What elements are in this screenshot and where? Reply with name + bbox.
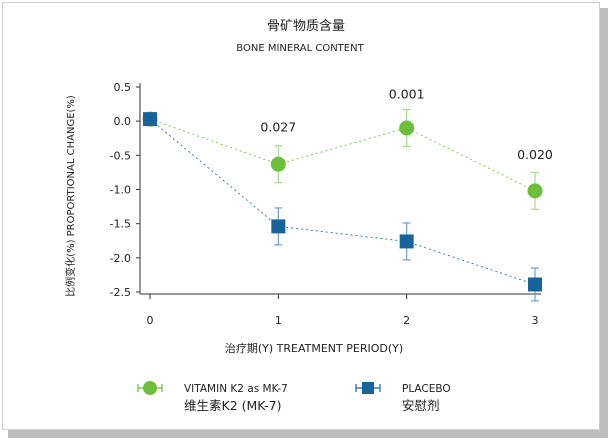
p-value-label: 0.001 [389, 87, 425, 102]
plot-area: 0.5 0.0 -0.5 -1.0 -1.5 -2.0 -2.5 0 1 2 3 0.027 0.001… [110, 81, 553, 327]
placebo-point [399, 234, 414, 249]
y-tick-label: 0.5 [114, 81, 132, 94]
x-tick-label: 1 [275, 314, 282, 327]
y-tick-label: 0.0 [114, 115, 132, 128]
legend: VITAMIN K2 as MK-7 维生素K2 (MK-7) PLACEBO 安慰剂 [137, 381, 451, 413]
vitamin-k2-point [270, 156, 286, 172]
y-axis-label: 比例变化(%) PROPORTIONAL CHANGE(%) [64, 95, 77, 297]
placebo-point [528, 277, 542, 292]
legend-placebo-label: PLACEBO [402, 383, 451, 395]
legend-vitamin-k2-label-cn: 维生素K2 (MK-7) [184, 398, 282, 413]
chart-subtitle: BONE MINERAL CONTENT [236, 43, 364, 54]
y-tick-label: -2.5 [110, 286, 131, 299]
placebo-point [143, 112, 157, 127]
placebo-series-line [149, 118, 536, 285]
chart-title: 骨矿物质含量 [267, 18, 345, 34]
x-tick-label: 2 [403, 314, 410, 327]
y-tick-label: -1.5 [110, 218, 131, 231]
p-value-label: 0.020 [517, 147, 553, 162]
y-tick-label: -1.0 [110, 184, 131, 197]
y-tick-label: -0.5 [110, 149, 131, 162]
vitamin-k2-series-line [149, 118, 536, 192]
x-tick-label: 0 [147, 314, 154, 327]
y-tick-label: -2.0 [110, 252, 131, 265]
x-axis-label: 治疗期(Y) TREATMENT PERIOD(Y) [225, 341, 403, 355]
legend-placebo-marker [362, 382, 374, 394]
p-value-label: 0.027 [260, 119, 296, 134]
placebo-point [271, 219, 286, 234]
vitamin-k2-point [399, 120, 415, 136]
chart-card [2, 2, 600, 430]
vitamin-k2-point [527, 183, 543, 199]
legend-placebo-label-cn: 安慰剂 [402, 398, 440, 413]
legend-vitamin-k2-marker [143, 381, 157, 395]
legend-vitamin-k2-label: VITAMIN K2 as MK-7 [184, 383, 288, 395]
x-tick-label: 3 [532, 314, 539, 327]
